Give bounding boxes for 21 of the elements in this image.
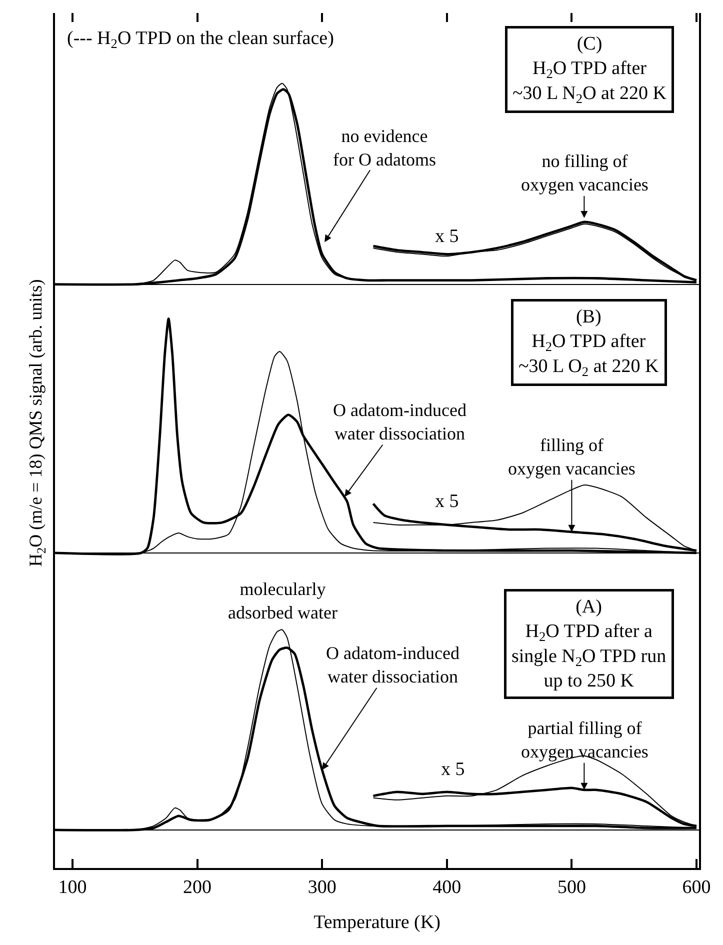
- annotation: filling of oxygen vacancies: [508, 435, 636, 478]
- annotation: no evidence for O adatoms: [333, 126, 436, 170]
- x-tick-label: 300: [308, 876, 336, 898]
- x-tick-label: 500: [557, 876, 586, 898]
- text: (B) H$_{2}$O TPD after ~30 L O$_{2}$ at 220 K: [518, 306, 659, 379]
- annotation: O adatom-induced water dissociation: [326, 643, 460, 686]
- x-axis-title: Temperature (K): [314, 912, 440, 934]
- text: (A) H$_{2}$O TPD after a single N$_{2}$O TPD run up to 250 K: [512, 596, 666, 692]
- annotation: molecularly adsorbed water: [228, 579, 338, 622]
- x-tick-label: 200: [183, 876, 212, 898]
- x-tick-label: 600: [682, 876, 711, 898]
- annotation: x 5: [441, 759, 465, 780]
- annotation: x 5: [435, 226, 459, 247]
- annotation: x 5: [435, 491, 459, 512]
- text: (C) H$_{2}$O TPD after ~30 L N$_{2}$O at 220 K: [512, 34, 666, 106]
- x-tick-label: 400: [432, 876, 462, 898]
- annotation: no filling of oxygen vacancies: [521, 151, 648, 194]
- text: (--- H$_{2}$O TPD on the clean surface): [67, 28, 334, 51]
- annotation: O adatom-induced water dissociation: [333, 400, 466, 444]
- x-tick-label: 100: [58, 876, 87, 898]
- annotation: partial filling of oxygen vacancies: [521, 718, 648, 762]
